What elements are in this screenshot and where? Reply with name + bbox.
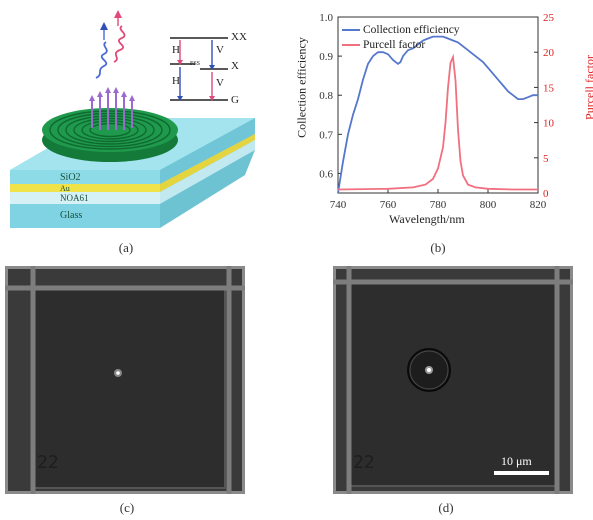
y-left-tick-label: 0.6: [319, 168, 333, 180]
y-right-tick-label: 10: [543, 118, 555, 130]
x-tick-label: 800: [480, 199, 497, 211]
scale-bar: [494, 471, 549, 475]
x-axis-label: Wavelength/nm: [389, 212, 465, 226]
caption-d: (d): [438, 500, 454, 515]
y-right-tick-label: 20: [543, 47, 555, 59]
transition-v-upper: V: [216, 44, 224, 56]
y-right-label: Purcell factor: [582, 55, 593, 120]
layer-noa61: [10, 192, 160, 204]
panel-b: 740 760 780 800 820 0.6 0.7 0.8 0.9 1.0 0 5 10 15 20 25…: [290, 5, 593, 245]
y-left-tick-label: 0.9: [319, 51, 333, 63]
y-left-tick-label: 1.0: [319, 12, 333, 24]
caption-b: (b): [430, 240, 446, 255]
y-right-tick-label: 15: [543, 82, 555, 94]
chart-b: 740 760 780 800 820 0.6 0.7 0.8 0.9 1.0 0 5 10 15 20 25: [319, 12, 555, 211]
layer-glass: [10, 204, 160, 228]
x-tick-label: 820: [530, 199, 547, 211]
caption-a: (a): [118, 240, 134, 255]
marker-c: 22: [37, 452, 59, 473]
y-left-label: Collection efficiency: [294, 37, 309, 138]
marker-d: 22: [353, 452, 375, 473]
label-noa61: NOA61: [60, 193, 89, 203]
label-sio2: SiO2: [60, 172, 81, 183]
emission-arrows: [91, 92, 133, 130]
photon-red: [113, 10, 126, 63]
panel-c: 22: [2, 263, 248, 497]
transition-h-upper: H: [172, 44, 180, 56]
series-line-collection-efficiency: [337, 35, 538, 194]
device-schematic: [10, 10, 255, 228]
panel-d: 22 10 μm: [330, 263, 576, 497]
transition-v-lower: V: [216, 77, 224, 89]
panel-a: XX X G H H V V FSS SiO2 Au NOA61 Glass: [0, 0, 280, 240]
microscope-image-d: [330, 263, 576, 497]
x-tick-label: 780: [430, 199, 447, 211]
level-xx: XX: [231, 31, 247, 43]
quantum-dot-spot-d: [427, 368, 431, 372]
label-au: Au: [60, 184, 70, 193]
bullseye-grating: [42, 108, 178, 152]
legend-label-collection: Collection efficiency: [363, 24, 460, 36]
microscope-image-c: [2, 263, 248, 497]
layer-au: [10, 184, 160, 192]
fss-label: FSS: [190, 61, 201, 67]
series-line-purcell-factor: [337, 53, 538, 191]
x-tick-label: 760: [380, 199, 397, 211]
y-right-tick-label: 0: [543, 188, 549, 200]
layer-sio2: [10, 170, 160, 184]
y-left-tick-label: 0.8: [319, 90, 333, 102]
caption-c: (c): [119, 500, 135, 515]
label-glass: Glass: [60, 210, 83, 221]
y-right-tick-label: 5: [543, 153, 549, 165]
level-g: G: [231, 94, 239, 106]
photon-blue: [95, 22, 108, 79]
transition-h-lower: H: [172, 75, 180, 87]
y-left-tick-label: 0.7: [319, 129, 333, 141]
scale-bar-label: 10 μm: [501, 454, 532, 468]
x-tick-label: 740: [330, 199, 347, 211]
level-x: X: [231, 60, 239, 72]
y-right-tick-label: 25: [543, 12, 555, 24]
quantum-dot-spot: [116, 371, 120, 375]
legend-label-purcell: Purcell factor: [363, 39, 426, 51]
